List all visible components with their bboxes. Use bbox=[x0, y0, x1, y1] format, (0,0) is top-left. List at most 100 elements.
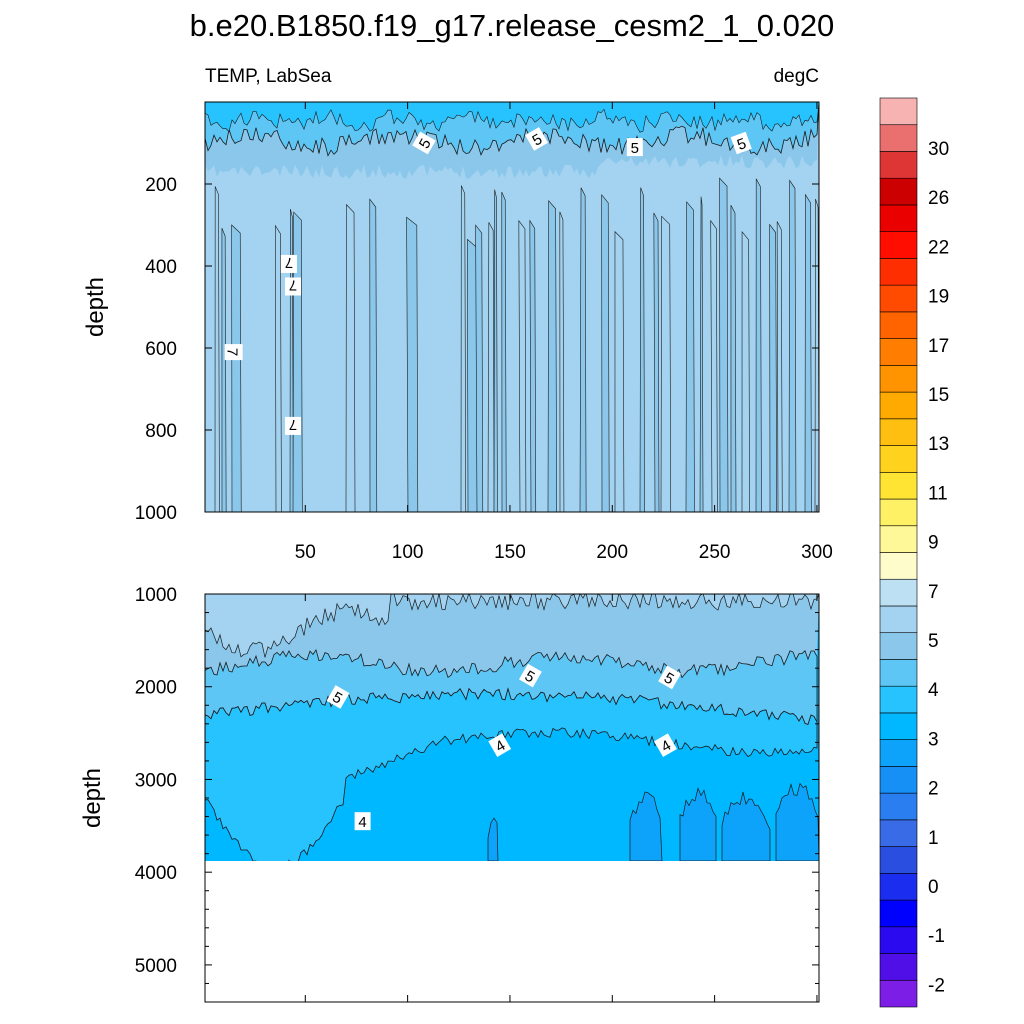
contour-label: 7 bbox=[285, 277, 302, 296]
colorbar-swatch bbox=[879, 498, 918, 527]
colorbar-swatch bbox=[879, 391, 918, 420]
colorbar-swatch bbox=[879, 605, 918, 634]
upper-streak bbox=[518, 219, 527, 512]
x-tick-label: 50 bbox=[295, 542, 316, 563]
contour-label-text: 7 bbox=[224, 348, 241, 356]
y-tick-label: 3000 bbox=[135, 770, 177, 791]
y-tick-label: 200 bbox=[145, 175, 177, 196]
contour-label: 7 bbox=[285, 416, 302, 435]
upper-streak bbox=[788, 179, 797, 512]
colorbar-label: -2 bbox=[928, 975, 945, 996]
contour-label: 5 bbox=[525, 127, 548, 151]
colorbar bbox=[879, 97, 918, 1008]
chart-title: b.e20.B1850.f19_g17.release_cesm2_1_0.02… bbox=[190, 8, 835, 43]
lower-seafloor bbox=[205, 861, 819, 1002]
colorbar-swatch bbox=[879, 792, 918, 821]
colorbar-label: 15 bbox=[928, 385, 949, 406]
y-tick-label: 5000 bbox=[135, 956, 177, 977]
colorbar-swatch bbox=[879, 766, 918, 794]
colorbar-label: 22 bbox=[928, 237, 949, 258]
upper-ticks: 50 100 150 200 250 300 200 400 600 800 1000 bbox=[135, 102, 833, 563]
upper-streak bbox=[579, 187, 587, 512]
contour-label-box bbox=[412, 131, 436, 155]
upper-streak bbox=[699, 196, 704, 512]
contour-label-box bbox=[224, 344, 243, 361]
lower-field bbox=[205, 594, 819, 1002]
colorbar-label: -1 bbox=[928, 926, 945, 947]
upper-streak bbox=[460, 185, 467, 512]
upper-streak bbox=[369, 198, 378, 512]
colorbar-swatch bbox=[879, 552, 918, 580]
colorbar-swatch bbox=[879, 632, 918, 660]
upper-streak bbox=[406, 216, 419, 512]
colorbar-swatch bbox=[879, 819, 918, 847]
lower-deep-blob bbox=[721, 791, 771, 862]
contour-label-text: 4 bbox=[358, 814, 366, 831]
upper-streak bbox=[776, 221, 783, 512]
colorbar-label: 2 bbox=[928, 779, 939, 800]
lower-deep-blob bbox=[679, 787, 717, 862]
upper-streak bbox=[804, 193, 812, 512]
variable-label: TEMP, LabSea bbox=[205, 66, 332, 87]
contour-label-box bbox=[730, 131, 752, 155]
colorbar-labels: 30 26 22 19 17 15 13 11 9 7 5 4 3 2 1 0 -1 -2 bbox=[928, 139, 949, 996]
contour-label-box bbox=[488, 733, 512, 757]
contour-label-box bbox=[518, 663, 542, 688]
contour-label-box bbox=[280, 254, 297, 273]
x-tick-label: 200 bbox=[596, 542, 628, 563]
colorbar-swatch bbox=[879, 204, 918, 232]
contour-label: 7 bbox=[224, 344, 243, 361]
contour-label-box bbox=[354, 812, 371, 831]
upper-streak bbox=[231, 224, 242, 512]
upper-streak bbox=[685, 201, 695, 512]
upper-streak bbox=[547, 199, 557, 512]
lower-deep-blob bbox=[629, 791, 663, 862]
contour-label: 5 bbox=[326, 685, 350, 709]
y-tick-label: 4000 bbox=[135, 863, 177, 884]
contour-label-text: 7 bbox=[289, 277, 297, 294]
units-label: degC bbox=[774, 66, 819, 87]
colorbar-swatch bbox=[879, 899, 918, 928]
colorbar-label: 30 bbox=[928, 139, 949, 160]
colorbar-swatch bbox=[879, 685, 918, 714]
contour-label-box bbox=[285, 277, 302, 296]
upper-streak bbox=[653, 212, 660, 512]
colorbar-label: 26 bbox=[928, 188, 949, 209]
upper-streak bbox=[769, 223, 777, 512]
upper-panel: 50 100 150 200 250 300 200 400 600 800 1000 5 5 5 5 7 7… bbox=[82, 101, 833, 563]
colorbar-label: 19 bbox=[928, 287, 949, 308]
colorbar-swatch bbox=[879, 578, 918, 607]
upper-streak bbox=[814, 198, 819, 512]
upper-frame bbox=[204, 101, 820, 513]
y-tick-label: 800 bbox=[145, 421, 177, 442]
upper-streak bbox=[730, 204, 737, 512]
lower-panel: 1000 2000 3000 4000 5000 5 5 5 4 4 4 depth bbox=[79, 585, 820, 1003]
colorbar-label: 13 bbox=[928, 434, 949, 455]
colorbar-label: 17 bbox=[928, 336, 949, 357]
colorbar-label: 7 bbox=[928, 582, 939, 603]
contour-label-box bbox=[626, 138, 643, 157]
colorbar-swatch bbox=[879, 284, 918, 313]
colorbar-swatch bbox=[879, 846, 918, 874]
upper-streak bbox=[214, 186, 220, 512]
lower-ylabel: depth bbox=[79, 768, 106, 828]
colorbar-swatch bbox=[879, 953, 918, 981]
upper-streak bbox=[719, 177, 729, 512]
colorbar-swatch bbox=[879, 151, 918, 179]
contour-label: 5 bbox=[626, 138, 643, 157]
upper-streak bbox=[221, 227, 227, 512]
x-tick-label: 100 bbox=[392, 542, 424, 563]
y-tick-label: 600 bbox=[145, 339, 177, 360]
upper-streaks bbox=[214, 177, 819, 512]
contour-label-box bbox=[285, 416, 302, 435]
contour-label: 5 bbox=[730, 131, 752, 155]
upper-streak bbox=[493, 189, 498, 512]
colorbar-label: 4 bbox=[928, 680, 939, 701]
colorbar-swatch bbox=[879, 418, 918, 446]
x-tick-label: 250 bbox=[699, 542, 731, 563]
colorbar-swatch bbox=[879, 712, 918, 740]
contour-label-text: 5 bbox=[631, 140, 639, 157]
colorbar-swatch bbox=[879, 97, 918, 126]
colorbar-swatch bbox=[879, 177, 918, 206]
